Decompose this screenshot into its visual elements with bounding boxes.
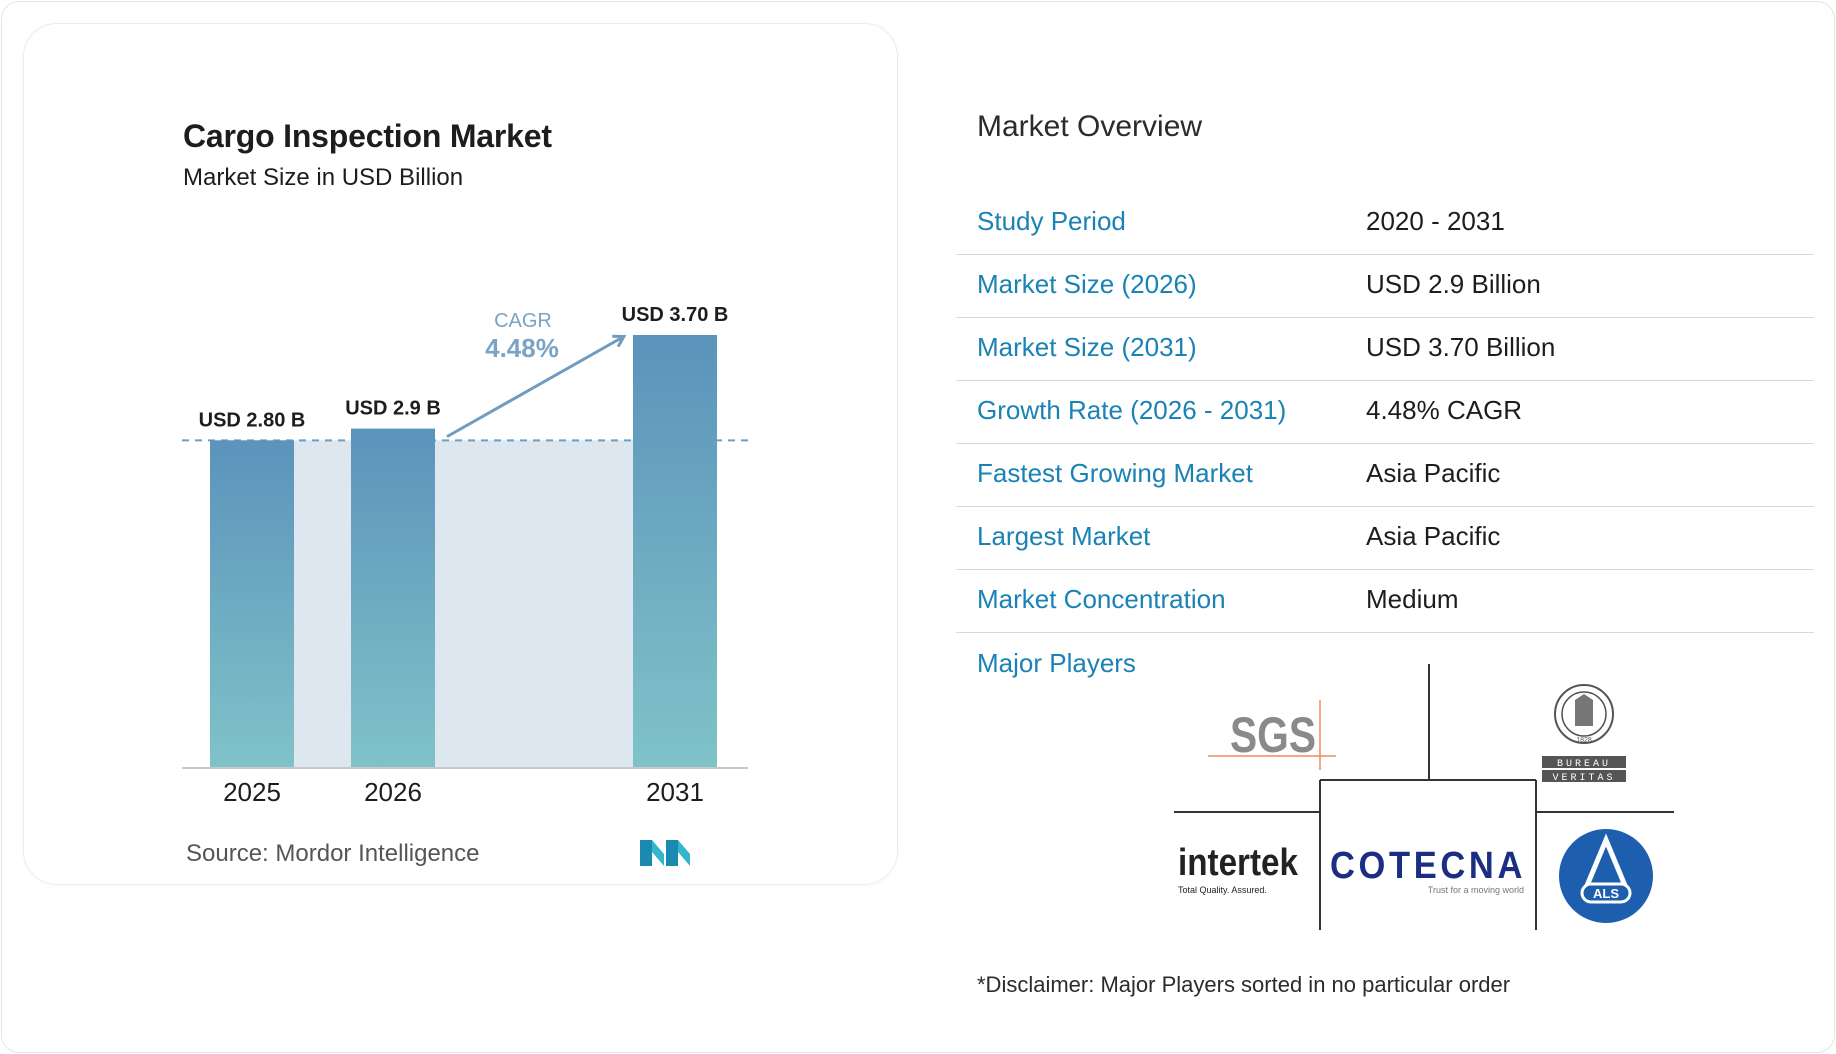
overview-row: Study Period 2020 - 2031 [956, 192, 1814, 255]
bar-2026 [351, 428, 435, 768]
x-tick-label: 2025 [223, 777, 281, 807]
logo-grid-lines [1174, 664, 1674, 930]
sgs-logo-text: SGS [1230, 707, 1316, 763]
overview-row: Market Size (2031) USD 3.70 Billion [956, 318, 1814, 381]
als-logo-text: ALS [1593, 886, 1619, 901]
overview-value: Asia Pacific [1366, 458, 1501, 488]
bar-value-label: USD 2.9 B [345, 398, 441, 420]
overview-label: Fastest Growing Market [977, 458, 1253, 488]
overview-label: Growth Rate (2026 - 2031) [977, 395, 1287, 425]
x-tick-label: 2031 [646, 777, 704, 807]
svg-text:BUREAU: BUREAU [1557, 759, 1611, 770]
overview-value: USD 2.9 Billion [1366, 269, 1541, 299]
overview-row: Fastest Growing Market Asia Pacific [956, 444, 1814, 507]
overview-row: Largest Market Asia Pacific [956, 507, 1814, 570]
overview-row: Market Concentration Medium [956, 570, 1814, 633]
overview-value: Medium [1366, 584, 1459, 614]
overview-value: USD 3.70 Billion [1366, 332, 1556, 362]
major-players-label: Major Players [977, 648, 1136, 678]
cagr-label: CAGR [494, 310, 552, 332]
cotecna-logo-text: COTECNA [1330, 845, 1526, 887]
cotecna-tagline: Trust for a moving world [1428, 885, 1524, 895]
bureau-veritas-logo: 1828 BUREAU VERITAS [1542, 684, 1626, 784]
chart-subtitle: Market Size in USD Billion [183, 164, 464, 191]
overview-row: Market Size (2026) USD 2.9 Billion [956, 255, 1814, 318]
source-line: Source: Mordor Intelligence [186, 840, 480, 868]
x-tick-label: 2026 [364, 777, 422, 807]
cotecna-logo: COTECNA Trust for a moving world [1330, 845, 1526, 895]
bar-2025 [210, 440, 294, 768]
bar-chart: USD 2.80 B 2025 USD 2.9 B 2026 USD 3.70 B 203… [182, 304, 752, 807]
bar-value-label: USD 3.70 B [622, 304, 729, 326]
market-overview-title: Market Overview [977, 110, 1203, 143]
svg-text:VERITAS: VERITAS [1552, 773, 1615, 784]
overview-label: Study Period [977, 206, 1126, 236]
overview-label: Market Concentration [977, 584, 1226, 614]
overview-label: Market Size (2026) [977, 269, 1197, 299]
chart-title: Cargo Inspection Market [183, 118, 552, 154]
major-players-logos: SGS 1828 BUREAU VERITAS intertek Total Q… [1174, 664, 1674, 930]
disclaimer: *Disclaimer: Major Players sorted in no … [977, 972, 1511, 997]
als-logo: ALS [1559, 829, 1653, 923]
overview-row: Growth Rate (2026 - 2031) 4.48% CAGR [956, 381, 1814, 444]
source-label: Source: [186, 840, 269, 867]
intertek-logo: intertek Total Quality. Assured. [1178, 842, 1299, 895]
overview-label: Largest Market [977, 521, 1151, 551]
trend-band [252, 440, 675, 768]
source-text: Mordor Intelligence [275, 840, 480, 867]
mordor-intelligence-logo-icon [640, 840, 690, 866]
bar-value-label: USD 2.80 B [199, 409, 306, 431]
overview-table: Study Period 2020 - 2031 Market Size (20… [956, 192, 1814, 633]
bar-2031 [633, 335, 717, 768]
overview-value: 4.48% CAGR [1366, 395, 1523, 425]
overview-value: 2020 - 2031 [1366, 206, 1505, 236]
intertek-logo-text: intertek [1178, 842, 1299, 884]
sgs-logo: SGS [1208, 700, 1336, 770]
bureau-veritas-year: 1828 [1576, 737, 1592, 744]
overview-value: Asia Pacific [1366, 521, 1501, 551]
overview-label: Market Size (2031) [977, 332, 1197, 362]
cagr-value: 4.48% [485, 333, 559, 363]
cagr-arrow [446, 337, 623, 438]
intertek-tagline: Total Quality. Assured. [1178, 885, 1267, 895]
